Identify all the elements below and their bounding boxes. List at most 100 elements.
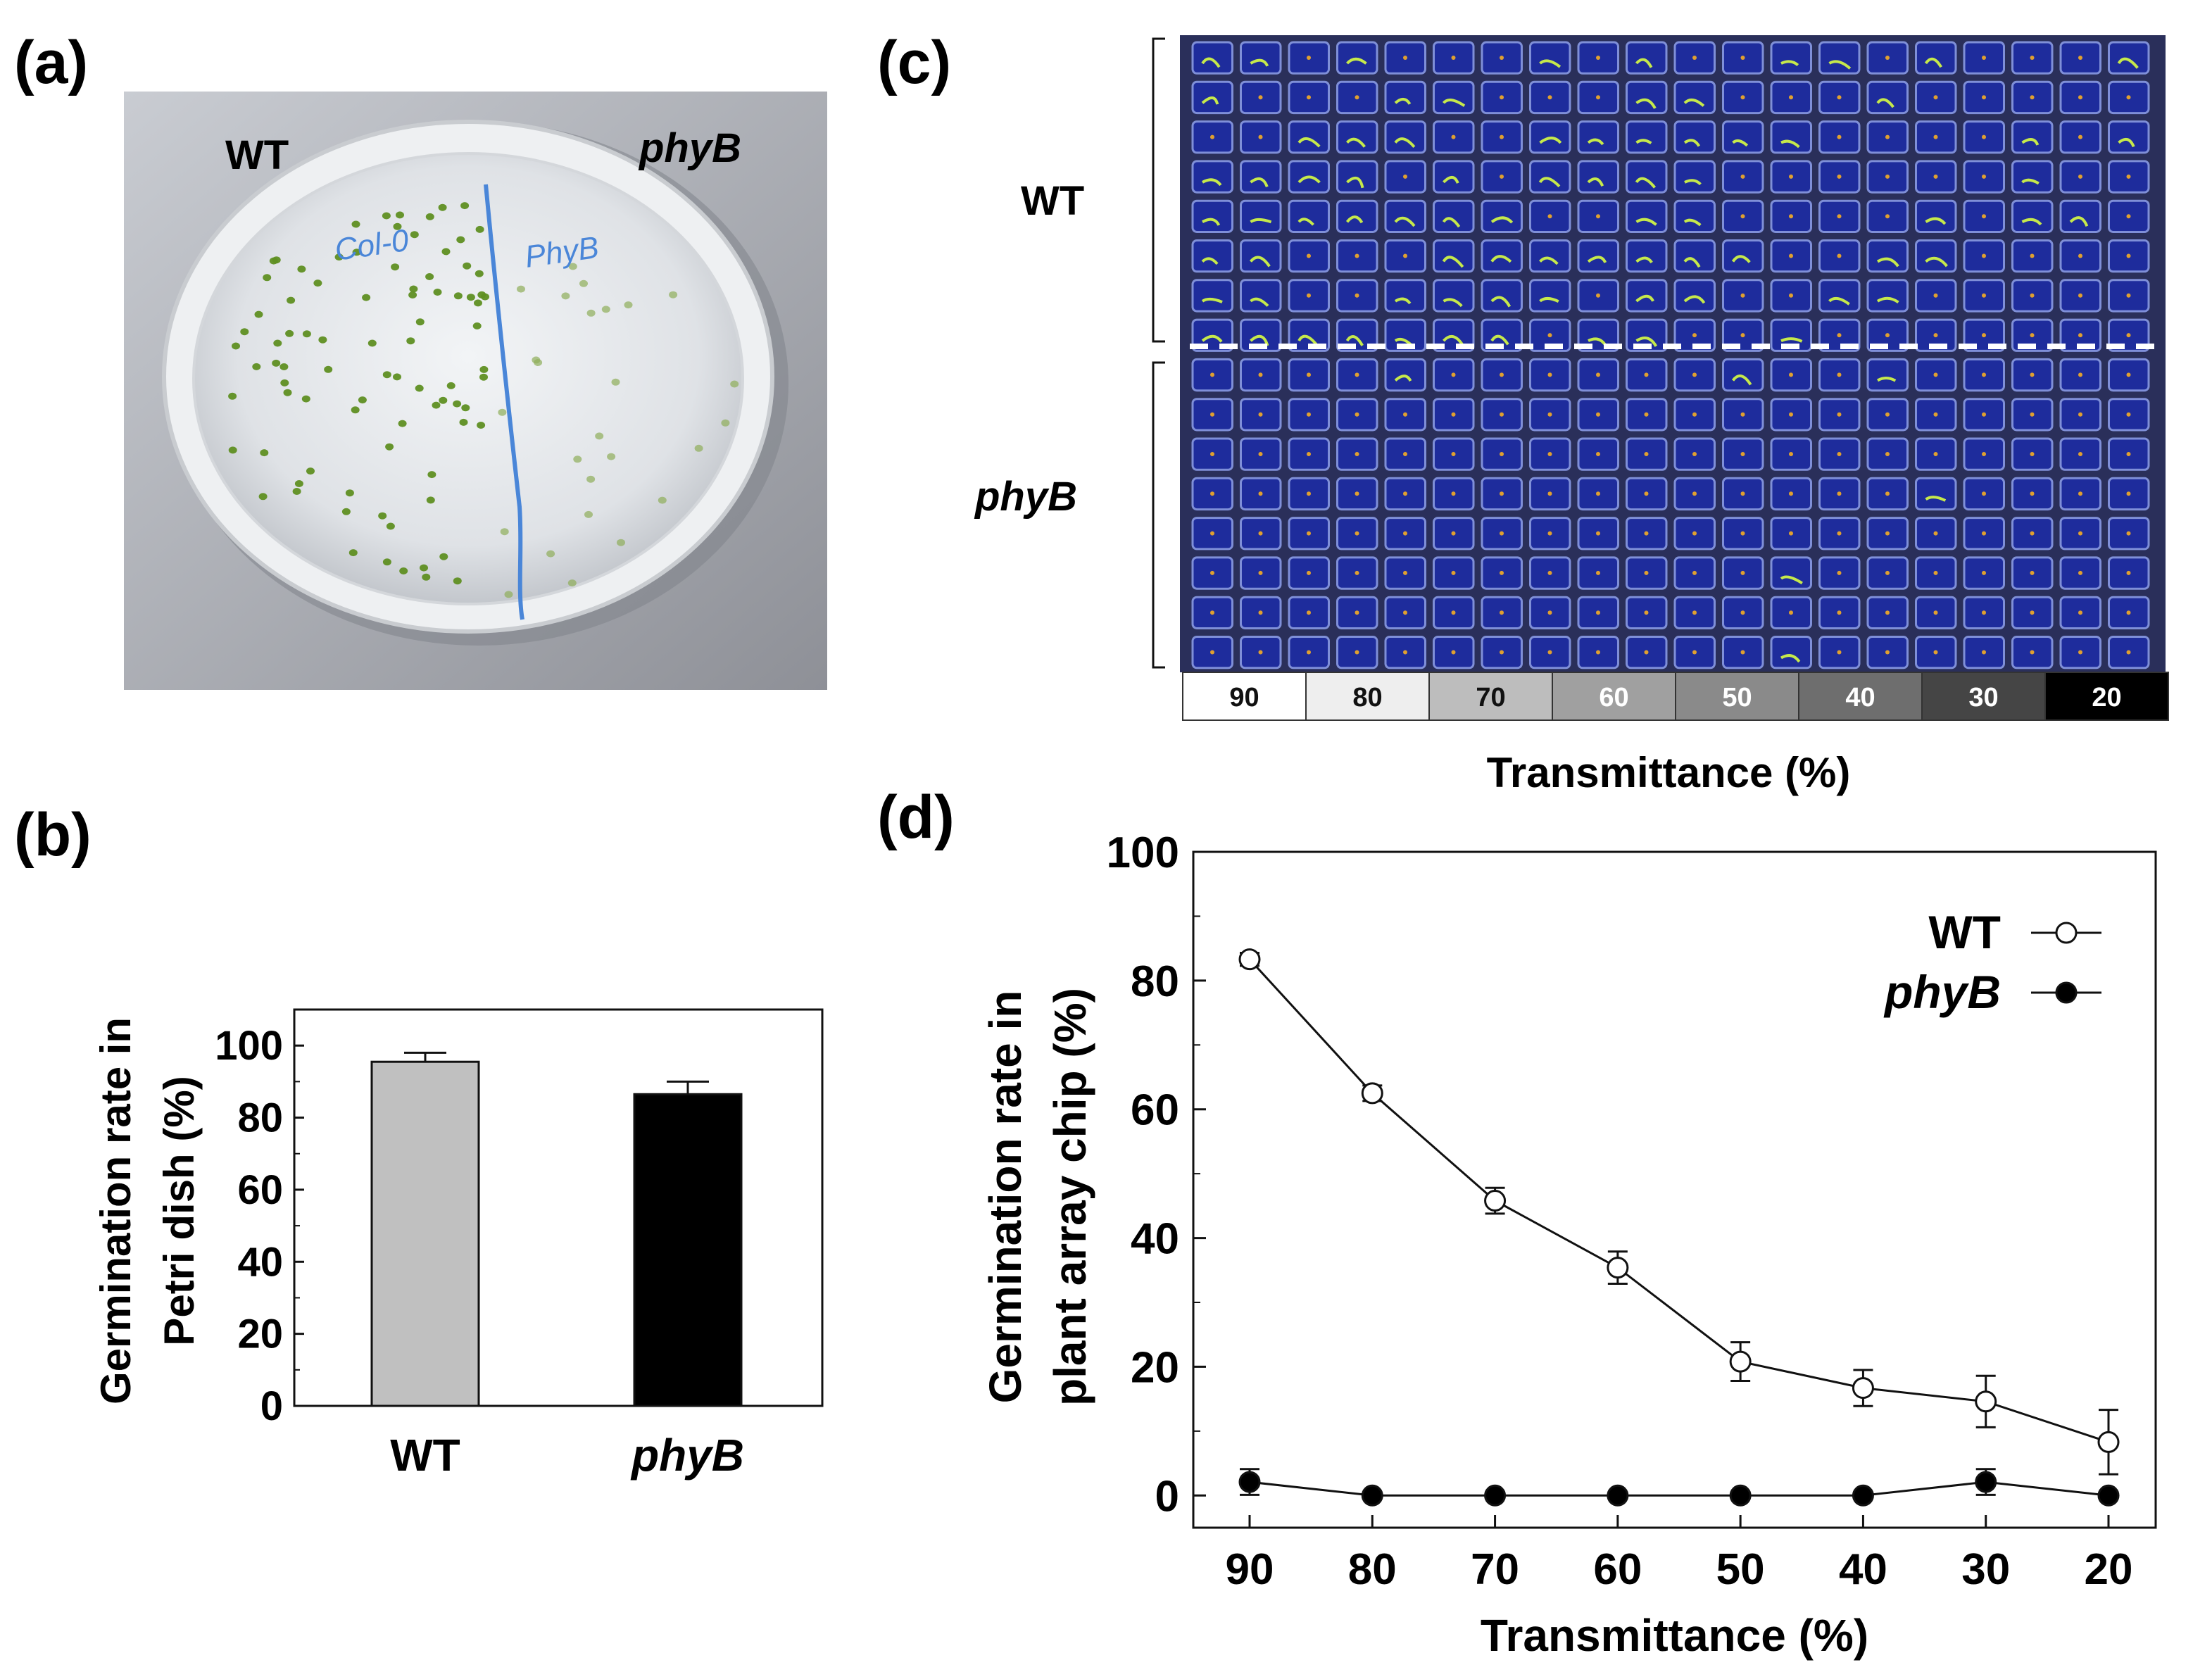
seed-dot xyxy=(1692,372,1697,377)
seed-dot xyxy=(2030,531,2035,536)
seed-dot xyxy=(1258,491,1263,496)
seedling-dot xyxy=(351,220,360,228)
seedling-dot xyxy=(438,203,447,211)
seedling-dot xyxy=(297,265,306,273)
seed-dot xyxy=(2126,174,2131,179)
panel-d-label: (d) xyxy=(877,784,955,851)
seed-dot xyxy=(1837,214,1842,219)
seed-dot xyxy=(1982,214,1986,219)
seedling-dot xyxy=(617,539,625,546)
seed-dot xyxy=(1837,570,1842,575)
chip-well xyxy=(1191,279,1233,313)
panel-c-xlabel: Transmittance (%) xyxy=(1487,749,1851,796)
seedling-dot xyxy=(269,257,278,265)
seedling-mark xyxy=(1587,256,1607,263)
seed-dot xyxy=(1355,570,1359,575)
seed-dot xyxy=(1403,570,1407,575)
seed-dot xyxy=(1355,293,1359,298)
seed-dot xyxy=(1837,174,1842,179)
seedling-dot xyxy=(263,274,272,282)
seed-dot xyxy=(1837,531,1842,536)
seed-dot xyxy=(1210,531,1214,536)
seed-dot xyxy=(1307,570,1311,575)
chart-d-xtick-label: 80 xyxy=(1348,1545,1397,1594)
seedling-dot xyxy=(260,449,269,457)
seed-dot xyxy=(1982,610,1986,615)
seedling-dot xyxy=(273,339,282,347)
strip-cell-50 xyxy=(1675,672,1799,721)
chip-well xyxy=(1770,318,1812,352)
seedling-mark xyxy=(1346,176,1364,189)
seed-dot xyxy=(1692,452,1697,456)
seed-dot xyxy=(1789,412,1793,417)
seedling-mark xyxy=(1250,177,1269,188)
seed-dot xyxy=(1740,95,1745,100)
seed-dot xyxy=(2030,452,2035,456)
seed-dot xyxy=(1837,134,1842,139)
seed-dot xyxy=(1837,333,1842,338)
seed-dot xyxy=(1210,372,1214,377)
seed-dot xyxy=(1837,412,1842,417)
chip-well xyxy=(1384,279,1426,313)
seed-dot xyxy=(2078,570,2082,575)
seed-dot xyxy=(1451,570,1456,575)
chip-well xyxy=(1384,120,1426,154)
seed-dot xyxy=(1837,610,1842,615)
chip-well xyxy=(1481,279,1523,313)
seed-dot xyxy=(1740,570,1745,575)
chip-well xyxy=(1191,239,1233,273)
seed-dot xyxy=(1982,95,1986,100)
seedling-mark xyxy=(2117,57,2139,69)
chart-d-xtick-label: 60 xyxy=(1593,1545,1642,1594)
seed-dot xyxy=(1547,570,1552,575)
petri-dish-photo xyxy=(124,92,827,690)
chart-d-xtick-label: 50 xyxy=(1716,1545,1765,1594)
chip-well xyxy=(2011,199,2054,234)
seedling-mark xyxy=(1538,177,1561,188)
seedling-mark xyxy=(1539,137,1562,144)
seed-dot xyxy=(1740,452,1745,456)
seedling-mark xyxy=(1876,296,1899,304)
chip-well xyxy=(1770,636,1812,670)
seed-dot xyxy=(2126,293,2131,298)
seedling-dot xyxy=(306,467,315,475)
chip-well xyxy=(1673,239,1716,273)
seed-dot xyxy=(1596,95,1600,100)
seedling-dot xyxy=(313,279,322,287)
seedling-dot xyxy=(500,528,509,536)
seedling-mark xyxy=(2021,178,2040,185)
seed-dot xyxy=(1644,412,1649,417)
chart-b: 0 20 40 60 80 100 WT phyB Germination rate in Pet… xyxy=(92,1008,824,1481)
seed-dot xyxy=(1547,95,1552,100)
seed-dot xyxy=(1403,531,1407,536)
seed-dot xyxy=(1307,372,1311,377)
point-phyB xyxy=(1852,1484,1874,1507)
seed-dot xyxy=(1837,253,1842,258)
chart-d-frame xyxy=(1192,850,2157,1529)
seedling-dot xyxy=(410,231,419,239)
seedling-dot xyxy=(498,408,507,416)
seed-dot xyxy=(1933,333,1938,338)
seed-dot xyxy=(1885,610,1890,615)
seedling-dot xyxy=(318,336,327,344)
chip-well xyxy=(1336,318,1378,352)
seed-dot xyxy=(1644,531,1649,536)
seed-dot xyxy=(1500,134,1504,139)
seed-dot xyxy=(2078,333,2082,338)
seed-dot xyxy=(2126,610,2131,615)
chip-well xyxy=(1384,318,1426,352)
chip-well xyxy=(1529,239,1571,273)
seed-dot xyxy=(2126,372,2131,377)
seed-dot xyxy=(1307,531,1311,536)
seed-dot xyxy=(1740,531,1745,536)
point-WT xyxy=(1607,1257,1629,1279)
seedling-mark xyxy=(1201,297,1223,303)
seedling-dot xyxy=(669,291,678,298)
chip-well xyxy=(1481,318,1523,352)
seed-dot xyxy=(1500,372,1504,377)
seed-dot xyxy=(2078,412,2082,417)
seed-dot xyxy=(1500,531,1504,536)
chip-well xyxy=(1288,318,1330,352)
chip-well xyxy=(1818,279,1861,313)
point-phyB xyxy=(1361,1484,1383,1507)
